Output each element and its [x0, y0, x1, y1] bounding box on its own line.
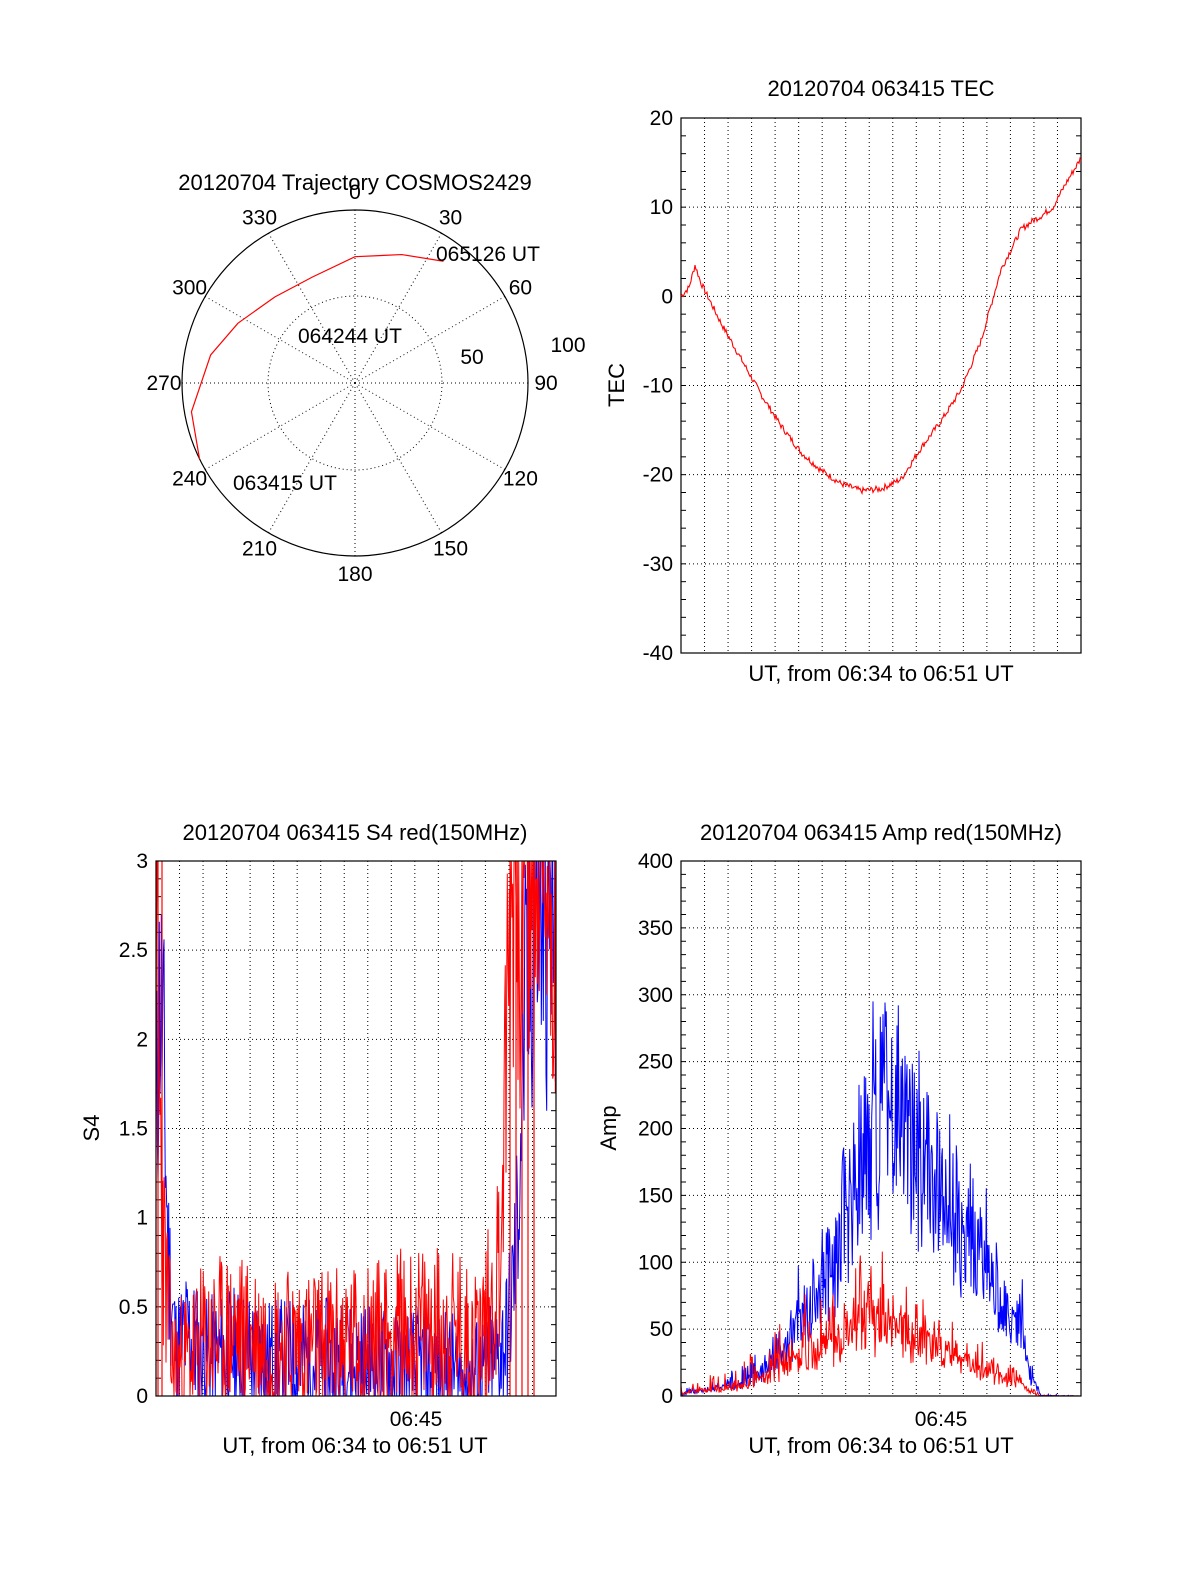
polar-trajectory-line [190, 253, 444, 459]
y-tick-label: 1 [136, 1207, 148, 1230]
polar-angle-label: 210 [242, 537, 277, 560]
y-tick-label: -10 [643, 375, 673, 398]
amp-axes-frame [680, 860, 1082, 1397]
polar-angle-label: 300 [172, 277, 207, 300]
amp-series [680, 1001, 1081, 1397]
y-tick-label: 300 [638, 984, 673, 1007]
tec-axes-frame [680, 117, 1082, 654]
polar-angle-label: 270 [146, 372, 181, 395]
s4-xtick-0645: 06:45 [390, 1408, 443, 1431]
polar-annotation-end: 063415 UT [233, 472, 337, 495]
polar-angle-label: 90 [534, 372, 557, 395]
tec-ylabel: TEC [604, 363, 629, 407]
y-tick-label: 50 [650, 1318, 673, 1341]
tec-grid [681, 118, 1081, 653]
polar-angle-label: 330 [242, 207, 277, 230]
y-tick-label: 350 [638, 917, 673, 940]
amp-title: 20120704 063415 Amp red(150MHz) [700, 820, 1062, 845]
y-tick-label: -30 [643, 553, 673, 576]
polar-angle-label: 240 [172, 468, 207, 491]
polar-angle-label: 60 [509, 277, 532, 300]
series-line [680, 1251, 1081, 1397]
amp-ylabel: Amp [596, 1105, 621, 1150]
y-tick-label: -40 [643, 642, 673, 665]
tec-title: 20120704 063415 TEC [767, 76, 994, 101]
polar-annotation-middle: 064244 UT [298, 325, 402, 348]
s4-panel: 20120704 063415 S4 red(150MHz) 3 2.5 2 1.5 1… [79, 820, 557, 1458]
y-tick-label: 0 [661, 1385, 673, 1408]
polar-spoke [268, 382, 356, 534]
polar-spoke [354, 382, 442, 534]
tec-y-tick-labels: 20 10 0 -10 -20 -30 -40 [643, 107, 673, 665]
polar-inner-circle [267, 295, 443, 471]
y-tick-label: 20 [650, 107, 673, 130]
y-tick-label: -20 [643, 464, 673, 487]
polar-angle-label: 180 [337, 563, 372, 586]
y-tick-label: 250 [638, 1051, 673, 1074]
y-tick-label: 3 [136, 850, 148, 873]
y-tick-label: 100 [638, 1251, 673, 1274]
tec-line [680, 156, 1082, 496]
polar-angle-label: 0 [349, 181, 361, 204]
polar-title: 20120704 Trajectory COSMOS2429 [178, 170, 531, 195]
polar-radial-label-100: 100 [550, 334, 585, 357]
tec-xlabel: UT, from 06:34 to 06:51 UT [748, 661, 1013, 686]
tec-series [680, 156, 1082, 496]
polar-spoke [354, 296, 506, 384]
s4-y-tick-labels: 3 2.5 2 1.5 1 0.5 0 [119, 850, 148, 1408]
polar-spoke [354, 382, 506, 470]
y-tick-label: 2 [136, 1028, 148, 1051]
polar-angle-label: 120 [503, 468, 538, 491]
amp-y-tick-labels: 400 350 300 250 200 150 100 50 0 [638, 850, 673, 1408]
polar-spoke [204, 382, 356, 470]
polar-spoke [204, 296, 356, 384]
amp-xlabel: UT, from 06:34 to 06:51 UT [748, 1433, 1013, 1458]
y-tick-label: 2.5 [119, 939, 148, 962]
y-tick-label: 10 [650, 196, 673, 219]
amp-panel: 20120704 063415 Amp red(150MHz) 400 350 30… [596, 820, 1082, 1458]
polar-radial-label-50: 50 [460, 346, 483, 369]
s4-ylabel: S4 [79, 1115, 104, 1142]
y-tick-label: 400 [638, 850, 673, 873]
polar-panel: 20120704 Trajectory COSMOS2429 0 30 60 90 12… [146, 170, 585, 586]
y-tick-label: 0.5 [119, 1296, 148, 1319]
polar-angle-labels: 0 30 60 90 120 150 180 210 240 270 300 330 [146, 181, 557, 586]
s4-title: 20120704 063415 S4 red(150MHz) [183, 820, 528, 845]
y-tick-label: 0 [661, 285, 673, 308]
s4-axes-frame [155, 860, 557, 1397]
y-tick-label: 200 [638, 1118, 673, 1141]
y-tick-label: 1.5 [119, 1118, 148, 1141]
s4-xlabel: UT, from 06:34 to 06:51 UT [222, 1433, 487, 1458]
polar-annotation-start: 065126 UT [436, 243, 540, 266]
y-tick-label: 0 [136, 1385, 148, 1408]
amp-xtick-0645: 06:45 [915, 1408, 968, 1431]
polar-angle-label: 150 [433, 537, 468, 560]
polar-spoke [268, 232, 356, 384]
y-tick-label: 150 [638, 1184, 673, 1207]
series-line [680, 1001, 1081, 1397]
tec-panel: 20120704 063415 TEC 20 10 0 -10 -20 -30 -40 TE… [604, 76, 1082, 686]
polar-angle-label: 30 [439, 207, 462, 230]
polar-spokes [182, 210, 528, 556]
